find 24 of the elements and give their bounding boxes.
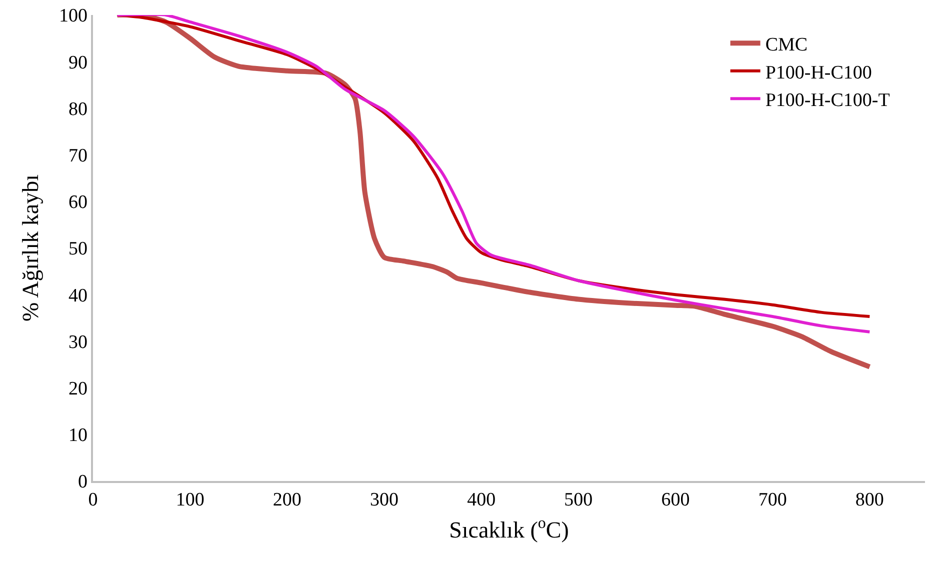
y-tick-label: 60 [68, 192, 88, 214]
x-tick-label: 400 [467, 490, 496, 511]
x-tick-label: 700 [758, 490, 787, 511]
x-tick-label: 100 [176, 490, 204, 511]
y-tick-label: 40 [68, 285, 88, 306]
y-tick-label: 80 [68, 98, 88, 120]
y-tick-label: 100 [58, 6, 88, 27]
x-tick-label: 500 [564, 490, 593, 511]
legend-label: P100-H-C100 [765, 62, 872, 84]
y-tick-label: 90 [68, 52, 88, 74]
y-tick-label: 50 [68, 238, 88, 260]
x-tick-label: 200 [272, 490, 302, 511]
y-tick-label: 70 [68, 145, 88, 166]
y-tick-label: 30 [68, 332, 88, 353]
y-tick-label: 20 [68, 378, 88, 400]
x-tick-label: 600 [661, 490, 690, 511]
legend-label: P100-H-C100-T [765, 90, 890, 111]
y-tick-label: 10 [68, 425, 88, 446]
y-tick-label: 0 [78, 472, 88, 493]
x-tick-label: 800 [855, 490, 884, 511]
y-axis-title: % Ağırlık kaybı [18, 174, 43, 322]
x-tick-label: 300 [370, 490, 398, 511]
x-axis-title: Sıcaklık ($^{o}$C) [449, 514, 569, 543]
legend-label: CMC [765, 34, 808, 56]
